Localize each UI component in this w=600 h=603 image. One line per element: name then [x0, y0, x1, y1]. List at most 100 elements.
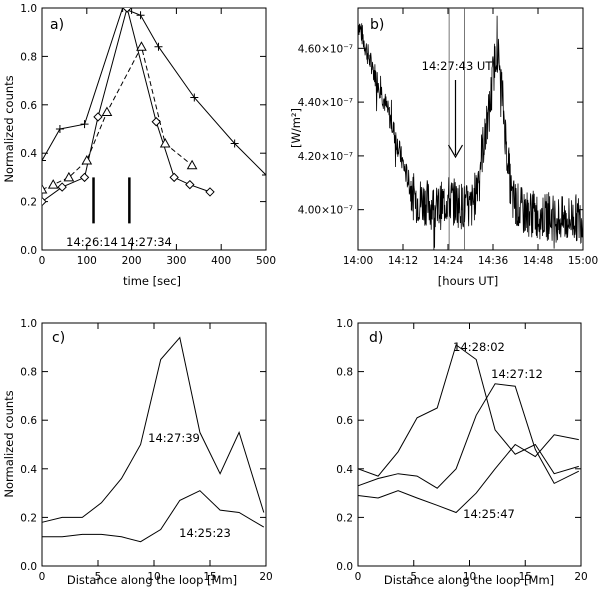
diamond-marker [93, 112, 103, 122]
panel-c: c) Distance along the loop [Mm] Normaliz… [2, 318, 273, 587]
triangle-marker [81, 154, 93, 165]
diamond-marker [57, 182, 67, 192]
series-label-14-25-47: 14:25:47 [463, 507, 515, 521]
plus-marker [154, 42, 163, 51]
series-diamond-line [42, 8, 211, 203]
panel-c-ytick-label: 1.0 [20, 318, 37, 330]
diamond-marker [151, 117, 161, 127]
panel-b-xtick-label: 14:12 [388, 255, 418, 267]
series-14-27-39-line [41, 336, 265, 523]
panel-c-xtick-label: 20 [259, 571, 272, 583]
panel-b-xlabel: [hours UT] [438, 274, 498, 288]
panel-b-xtick-label: 14:36 [478, 255, 509, 267]
arrow-down-icon [447, 144, 464, 159]
marker-label-1: 14:26:14 [66, 235, 118, 249]
panel-a-ytick-label: 0.0 [20, 245, 37, 257]
triangle-marker [101, 106, 113, 117]
panel-b-ylabel: [W/m²] [289, 108, 303, 148]
triangle-marker [47, 179, 59, 189]
panel-a: a) time [sec] Normalized counts 14:26:14… [2, 3, 276, 288]
panel-c-xtick-label: 0 [39, 571, 46, 583]
triangle-marker [42, 183, 48, 194]
series-label-14-27-12: 14:27:12 [491, 367, 543, 381]
panel-d-frame [357, 322, 582, 567]
panel-b-ytick-label: 4.60×10⁻⁷ [298, 43, 353, 55]
diamond-marker [122, 8, 132, 13]
panel-a-xtick-label: 400 [211, 255, 231, 267]
marker-label-2: 14:27:34 [120, 235, 172, 249]
panel-b-annotation: 14:27:43 UT [422, 59, 494, 73]
panel-a-ytick-label: 1.0 [20, 3, 37, 15]
panel-a-ylabel: Normalized counts [2, 75, 16, 182]
panel-b-label: b) [370, 17, 384, 33]
triangle-marker [136, 41, 147, 51]
series-label-14-25-23: 14:25:23 [179, 526, 231, 540]
plus-marker [118, 8, 127, 12]
panel-c-ytick-label: 0.6 [20, 415, 37, 427]
panel-c-ytick-label: 0.0 [20, 561, 37, 573]
panel-d-ytick-label: 0.0 [336, 561, 353, 573]
plus-marker [136, 11, 145, 20]
panel-c-ytick-label: 0.2 [20, 512, 37, 524]
panel-b-xtick-label: 14:24 [433, 255, 464, 267]
panel-b-xtick-label: 14:48 [523, 255, 553, 267]
panel-a-frame [41, 7, 267, 251]
panel-c-xtick-label: 10 [147, 571, 160, 583]
panel-d-ytick-label: 0.4 [336, 464, 353, 476]
panel-d-xtick-label: 20 [574, 571, 587, 583]
panel-b: b) [hours UT] [W/m²] 14:27:43 UT 14:00 14… [289, 7, 598, 288]
panel-b-xtick-label: 14:00 [343, 255, 373, 267]
panel-a-xtick-label: 300 [166, 255, 186, 267]
series-label-14-28-02: 14:28:02 [453, 340, 505, 354]
panel-a-xlabel: time [sec] [123, 274, 181, 288]
triangle-marker [186, 159, 198, 170]
series-14-27-12-line [357, 383, 580, 489]
diamond-marker [42, 196, 47, 207]
panel-d-ytick-label: 1.0 [336, 318, 353, 330]
diamond-marker [79, 172, 90, 183]
panel-d-ytick-label: 0.8 [336, 367, 353, 379]
panel-a-xtick-label: 200 [122, 255, 142, 267]
panel-a-xtick-label: 500 [256, 255, 276, 267]
panel-a-xtick-label: 100 [77, 255, 97, 267]
plus-marker [262, 170, 266, 179]
panel-c-ytick-label: 0.8 [20, 367, 37, 379]
panel-d: d) Distance along the loop [Mm] 14:28:02… [336, 318, 587, 587]
panel-a-ytick-label: 0.4 [20, 148, 37, 160]
panel-a-ytick-label: 0.6 [20, 100, 37, 112]
triangle-marker [63, 171, 75, 182]
plus-marker [230, 139, 239, 148]
panel-b-frame [357, 7, 584, 251]
series-14-28-02-line [357, 344, 579, 477]
panel-a-ytick-label: 0.8 [20, 51, 37, 63]
panel-b-ytick-label: 4.00×10⁻⁷ [298, 205, 353, 217]
panel-a-plot-area [42, 8, 266, 207]
plus-marker [55, 125, 64, 133]
panel-b-xtick-label: 15:00 [568, 255, 598, 267]
series-triangle-line [42, 45, 193, 190]
panel-d-ytick-label: 0.6 [336, 415, 353, 427]
diamond-marker [169, 172, 179, 183]
panel-d-ytick-label: 0.2 [336, 512, 353, 524]
panel-d-xtick-label: 10 [463, 571, 476, 583]
goes-lightcurve-line [357, 15, 584, 251]
panel-b-ytick-label: 4.40×10⁻⁷ [298, 97, 353, 109]
series-14-25-23-line [42, 490, 265, 543]
panel-a-ytick-label: 0.2 [20, 197, 37, 209]
diamond-marker [205, 187, 215, 197]
diamond-marker [185, 179, 195, 190]
panel-d-label: d) [369, 330, 383, 346]
panel-c-xtick-label: 5 [95, 571, 102, 583]
series-label-14-27-39: 14:27:39 [148, 431, 200, 445]
panel-d-xtick-label: 0 [355, 571, 362, 583]
panel-a-label: a) [50, 17, 64, 33]
panel-c-xtick-label: 15 [203, 571, 216, 583]
panel-c-ytick-label: 0.4 [20, 464, 37, 476]
panel-d-xlabel: Distance along the loop [Mm] [384, 573, 554, 587]
panel-d-xtick-label: 15 [519, 571, 532, 583]
panel-a-xtick-label: 0 [39, 255, 46, 267]
plus-marker [80, 120, 89, 129]
panel-b-ytick-label: 4.20×10⁻⁷ [298, 151, 353, 163]
panel-d-xtick-label: 5 [410, 571, 417, 583]
